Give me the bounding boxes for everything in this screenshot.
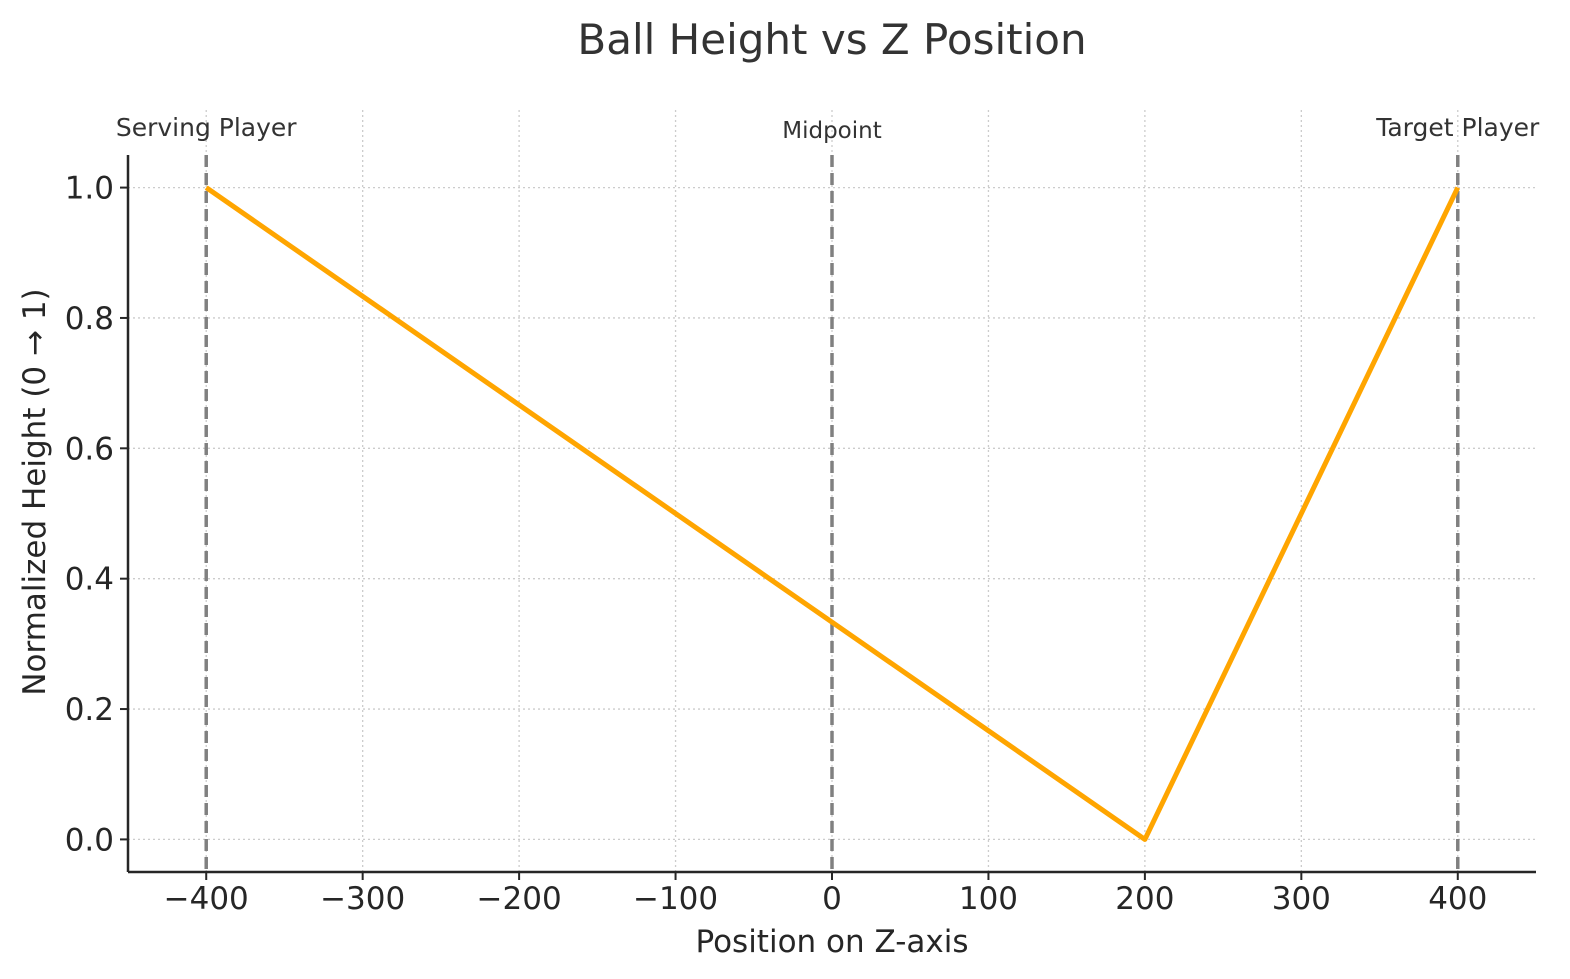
series-layer — [204, 185, 1461, 842]
series-line — [204, 185, 1461, 842]
y-tick-label: 0.4 — [65, 562, 114, 598]
x-tick-label: 400 — [1428, 881, 1487, 917]
y-tick-label: 1.0 — [65, 171, 114, 207]
y-tick-label: 0.0 — [65, 822, 114, 858]
marker-label: Target Player — [1375, 113, 1540, 142]
x-tick-label: 300 — [1272, 881, 1331, 917]
x-axis-label: Position on Z-axis — [695, 924, 968, 960]
marker-label: Serving Player — [116, 113, 297, 142]
x-tick-label: 200 — [1115, 881, 1174, 917]
x-tick-label: 0 — [822, 881, 842, 917]
marker-label: Midpoint — [782, 118, 882, 144]
y-tick-label: 0.2 — [65, 692, 114, 728]
x-tick-label: −100 — [633, 881, 718, 917]
y-tick-label: 0.8 — [65, 301, 114, 337]
x-tick-label: −200 — [477, 881, 562, 917]
y-axis-label: Normalized Height (0 → 1) — [17, 288, 53, 695]
x-tick-label: −400 — [164, 881, 249, 917]
y-tick-label: 0.6 — [65, 431, 114, 467]
axes — [126, 155, 1536, 874]
vertical-markers: Serving Player Midpoint Target Player — [116, 113, 1540, 872]
x-tick-label: −300 — [320, 881, 405, 917]
ticks: −400 −300 −200 −100 0 100 200 300 400 0.0 0.2 0.4 0.… — [65, 171, 1488, 917]
chart-title: Ball Height vs Z Position — [577, 15, 1086, 64]
x-tick-label: 100 — [959, 881, 1018, 917]
